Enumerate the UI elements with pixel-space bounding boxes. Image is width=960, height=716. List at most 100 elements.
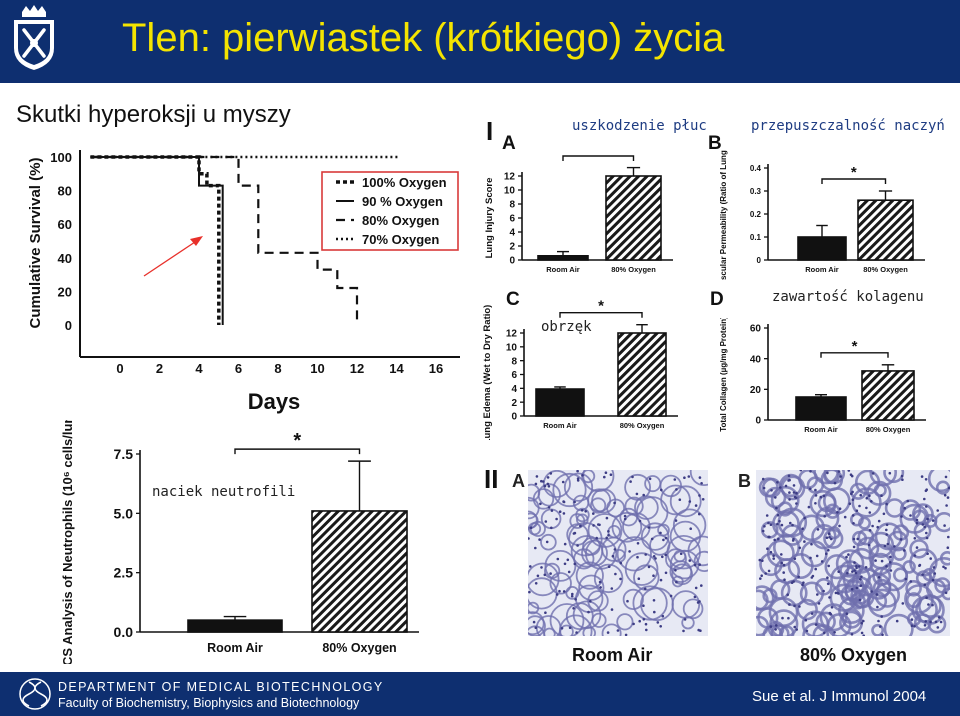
edema-y-tick-label: 8 [511, 356, 517, 367]
micrograph-nucleus [589, 600, 592, 603]
micrograph-alveolus [649, 534, 671, 556]
micrograph-alveolus [587, 513, 623, 548]
micrograph-nucleus [946, 546, 950, 549]
micrograph-nucleus [623, 514, 627, 518]
micrograph-nucleus [865, 506, 868, 510]
collagen-chart: 0 20 40 60 Total Collagen (µg/mg Protein) Roo… [719, 318, 926, 434]
footer-citation: Sue et al. J Immunol 2004 [752, 688, 927, 705]
micrograph-nucleus [846, 571, 849, 575]
micrograph-nucleus [643, 587, 647, 591]
micrograph-nucleus [654, 557, 657, 560]
micrograph-alveolus [634, 495, 659, 520]
micrograph-nucleus [814, 502, 817, 505]
micrograph-nucleus [661, 614, 665, 618]
micrograph-nucleus [635, 492, 639, 496]
micrograph-nucleus [867, 543, 871, 547]
edema-y-tick-label: 12 [506, 329, 518, 340]
micrograph-alveolus [812, 624, 835, 636]
micrograph-nucleus [534, 546, 537, 550]
panel-label-A: A [502, 133, 516, 154]
micrograph-alveolus [934, 512, 950, 533]
micrograph-alveolus [601, 536, 627, 562]
micrograph-alveolus [872, 578, 892, 598]
micrograph-nucleus [762, 486, 766, 490]
micrograph-alveolus [672, 508, 707, 542]
survival-legend-entry-0: 100% Oxygen [362, 175, 447, 190]
micrograph-nucleus [644, 553, 647, 556]
micrograph-nucleus [947, 486, 950, 490]
micrograph-nucleus [809, 556, 812, 560]
micrograph-alveolus [848, 547, 875, 574]
micrograph-nucleus [900, 474, 904, 478]
micrograph-nucleus [547, 506, 551, 509]
permeability-bar-1 [857, 199, 914, 261]
edema-y-tick-label: 2 [511, 398, 517, 409]
micrograph-nucleus [839, 475, 842, 478]
survival-legend-entry-3: 70% Oxygen [362, 232, 439, 247]
micrograph-nucleus [816, 593, 819, 596]
micrograph-nucleus [763, 525, 766, 528]
survival-x-tick: 12 [350, 361, 364, 376]
micrograph-alveolus [671, 590, 701, 619]
micrograph-nucleus [944, 591, 948, 595]
micrograph-alveolus [871, 623, 884, 636]
edema-y-tick-label: 4 [511, 384, 517, 395]
edema-y-axis-label: Lung Edema (Wet to Dry Ratio) [482, 305, 493, 440]
collagen-significance-bracket [820, 352, 889, 358]
micrograph-alveolus [851, 567, 881, 597]
micrograph-nucleus [829, 612, 832, 616]
micrograph-nucleus [837, 570, 840, 573]
micrograph-alveolus [640, 522, 670, 551]
micrograph-nucleus [794, 496, 798, 500]
micrograph-nucleus [849, 473, 853, 476]
micrograph-alveolus [892, 546, 907, 561]
micrograph-nucleus [858, 504, 861, 508]
micrograph-nucleus [877, 619, 880, 623]
micrograph-nucleus [581, 474, 584, 477]
micrograph-nucleus [925, 536, 929, 540]
micrograph-nucleus [549, 572, 552, 575]
micrograph-alveolus [606, 498, 625, 518]
micrograph-alveolus [835, 549, 865, 578]
micrograph-nucleus [769, 523, 773, 526]
micrograph-nucleus [536, 574, 540, 578]
edema-y-tick-label: 10 [506, 342, 518, 353]
micrograph-nucleus [693, 595, 697, 599]
panel-label-I: I [486, 116, 494, 146]
micrograph-nucleus [880, 494, 883, 497]
micrograph-nucleus [540, 479, 543, 483]
micrograph-alveolus [616, 613, 634, 631]
micrograph-nucleus [636, 542, 640, 545]
survival-x-tick: 14 [389, 361, 404, 376]
micrograph-nucleus [613, 501, 616, 505]
micrograph-nucleus [860, 631, 864, 635]
micrograph-nucleus [792, 537, 795, 541]
micrograph-nucleus [886, 542, 890, 546]
micrograph-alveolus [632, 585, 668, 621]
micrograph-nucleus [814, 488, 817, 492]
panel-label-D: D [710, 289, 724, 310]
micrograph-nucleus [568, 626, 572, 629]
micrograph-nucleus [947, 535, 950, 539]
micrograph-alveolus [766, 539, 795, 568]
micrograph-nucleus [788, 491, 791, 494]
edema-y-tick-label: 6 [511, 370, 517, 381]
micrograph-nucleus [782, 571, 785, 574]
micrograph-nucleus [764, 572, 767, 575]
micrograph-nucleus [605, 536, 608, 540]
micrograph-nucleus [901, 478, 904, 481]
micrograph-nucleus [648, 477, 652, 481]
micrograph-nucleus [776, 522, 779, 526]
micrograph-nucleus [924, 620, 927, 623]
neutrophils-bar-0 [187, 619, 283, 633]
micrograph-alveolus [857, 528, 875, 546]
micrograph-nucleus [814, 567, 817, 571]
micrograph-alveolus [563, 472, 594, 502]
micrograph-nucleus [776, 481, 779, 484]
micrograph-alveolus [549, 572, 572, 595]
micrograph-nucleus [540, 566, 543, 569]
micrograph-nucleus [876, 605, 879, 609]
micrograph-nucleus [901, 602, 905, 605]
survival-chart: Cumulative Survival (%) Days 02040608010… [27, 150, 460, 414]
micrograph-alveolus [851, 487, 882, 518]
